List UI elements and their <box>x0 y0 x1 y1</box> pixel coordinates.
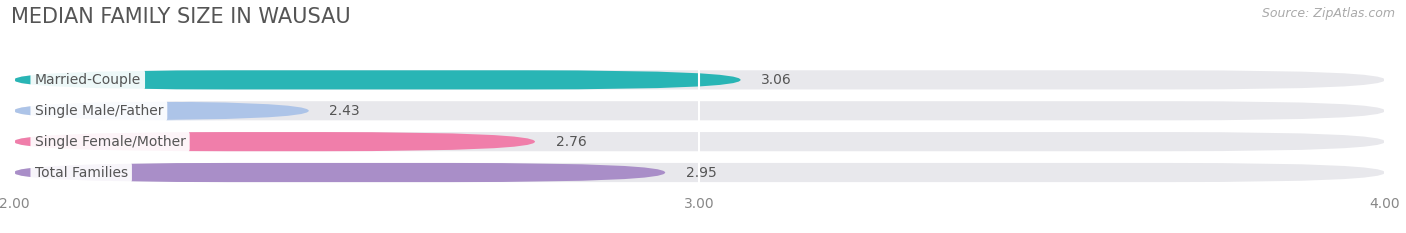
Text: 3.06: 3.06 <box>761 73 792 87</box>
FancyBboxPatch shape <box>14 132 534 151</box>
FancyBboxPatch shape <box>14 70 741 89</box>
Text: Total Families: Total Families <box>35 165 128 180</box>
FancyBboxPatch shape <box>14 101 309 120</box>
Text: Single Female/Mother: Single Female/Mother <box>35 135 186 149</box>
Text: MEDIAN FAMILY SIZE IN WAUSAU: MEDIAN FAMILY SIZE IN WAUSAU <box>11 7 352 27</box>
FancyBboxPatch shape <box>14 70 1385 89</box>
Text: Source: ZipAtlas.com: Source: ZipAtlas.com <box>1261 7 1395 20</box>
Text: Married-Couple: Married-Couple <box>35 73 141 87</box>
Text: 2.76: 2.76 <box>555 135 586 149</box>
Text: Single Male/Father: Single Male/Father <box>35 104 163 118</box>
Text: 2.95: 2.95 <box>686 165 717 180</box>
FancyBboxPatch shape <box>14 163 1385 182</box>
FancyBboxPatch shape <box>14 132 1385 151</box>
FancyBboxPatch shape <box>14 101 1385 120</box>
Text: 2.43: 2.43 <box>329 104 360 118</box>
FancyBboxPatch shape <box>14 163 665 182</box>
